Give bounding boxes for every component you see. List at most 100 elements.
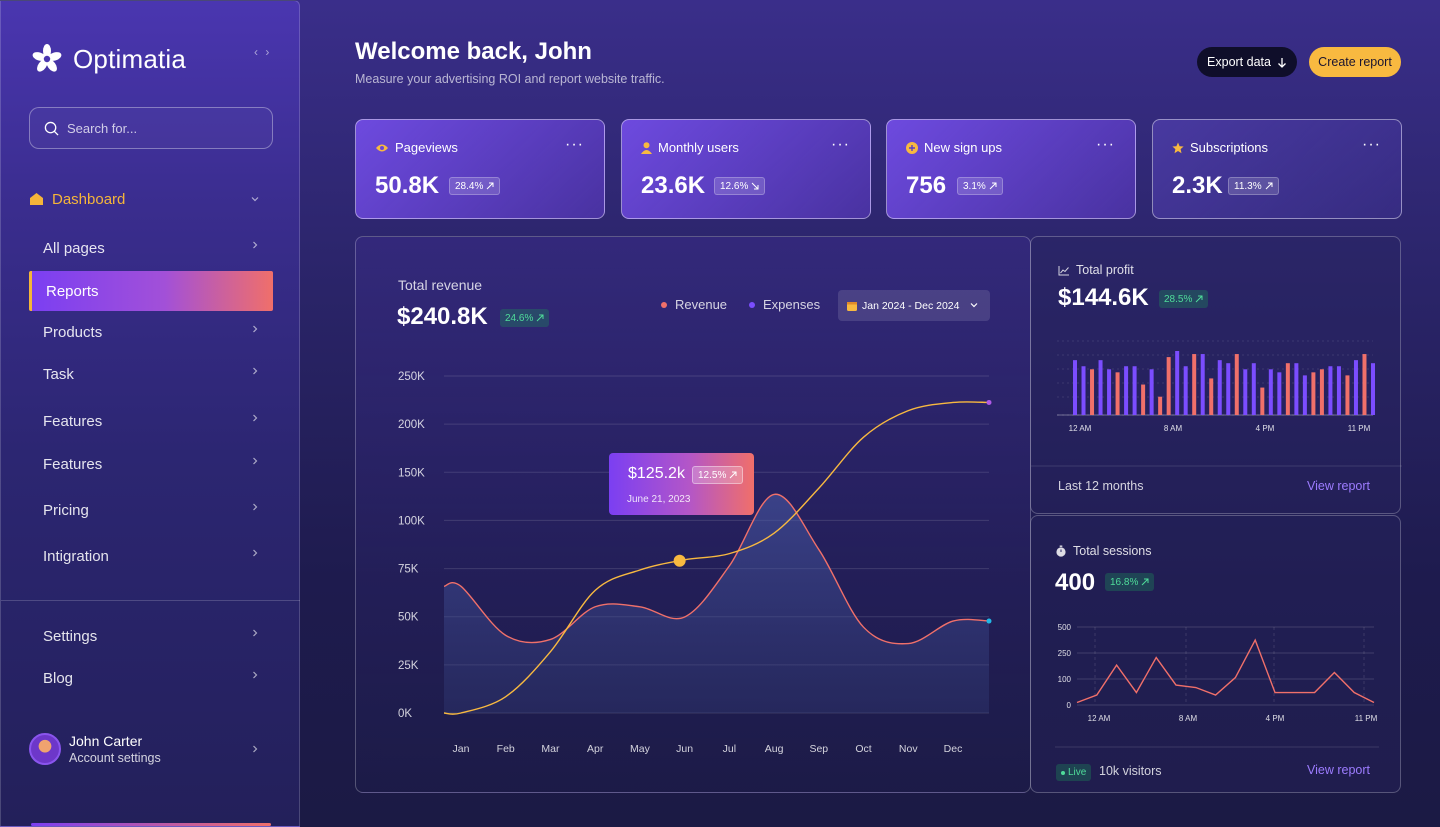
chevron-right-icon — [253, 549, 258, 557]
eye-icon — [376, 144, 388, 151]
profit-bar — [1277, 372, 1282, 415]
sidebar-item-label: Blog — [43, 669, 74, 687]
sidebar-item-dashboard[interactable]: Dashboard — [29, 179, 273, 219]
chevron-right-icon — [253, 457, 258, 465]
search-input[interactable] — [67, 120, 247, 136]
profit-bar — [1302, 375, 1307, 415]
sidebar-item-features[interactable]: Features — [29, 401, 273, 441]
account-settings-link[interactable]: Account settings — [69, 751, 161, 765]
sidebar-item-task[interactable]: Task — [29, 354, 273, 394]
sidebar-item-label: Task — [43, 365, 74, 383]
stat-card-monthly-users[interactable]: Monthly users ··· 23.6K 12.6% — [621, 119, 871, 219]
sidebar-item-label: Features — [43, 455, 103, 473]
x-tick-label: Mar — [541, 743, 560, 755]
stat-card-new-sign-ups[interactable]: New sign ups ··· 756 3.1% — [886, 119, 1136, 219]
y-tick-label: 500 — [1058, 623, 1072, 632]
revenue-change-badge: 24.6% — [500, 309, 550, 327]
arrow-up-right-icon — [537, 314, 544, 322]
export-data-button[interactable]: Export data — [1197, 47, 1297, 77]
profit-bar — [1073, 360, 1077, 415]
stat-label: Monthly users — [658, 140, 739, 155]
tooltip-value: $125.2k — [628, 465, 685, 482]
date-range-select[interactable]: Jan 2024 - Dec 2024 — [838, 290, 990, 321]
create-report-button[interactable]: Create report — [1309, 47, 1401, 77]
more-options-icon[interactable]: ··· — [1362, 136, 1381, 153]
profit-bar — [1141, 384, 1146, 415]
more-options-icon[interactable]: ··· — [1096, 136, 1115, 153]
profit-bar — [1098, 360, 1103, 415]
sidebar-item-all-pages[interactable]: All pages — [29, 228, 273, 268]
collapse-sidebar-icon[interactable]: ‹ › — [254, 45, 272, 59]
y-tick-label: 75K — [398, 564, 419, 576]
x-tick-label: Jul — [723, 743, 736, 755]
sessions-line-chart[interactable]: 0 100 250 500 12 AM 8 AM 4 PM 11 PM — [1031, 516, 1402, 756]
x-tick-label: 4 PM — [1266, 714, 1285, 723]
sidebar-item-products[interactable]: Products — [29, 312, 273, 352]
legend-label: Revenue — [675, 297, 728, 312]
profit-bar — [1200, 354, 1205, 415]
profit-bar — [1319, 369, 1324, 415]
sidebar-item-label: Pricing — [43, 501, 89, 519]
x-tick-label: Dec — [944, 743, 963, 755]
sidebar-item-label: All pages — [43, 239, 105, 257]
date-range-label: Jan 2024 - Dec 2024 — [862, 299, 960, 312]
logo[interactable]: Optimatia — [31, 43, 186, 75]
page-subtitle: Measure your advertising ROI and report … — [355, 72, 665, 86]
profit-bar-chart[interactable]: 12 AM 8 AM 4 PM 11 PM — [1031, 237, 1402, 467]
more-options-icon[interactable]: ··· — [565, 136, 584, 153]
legend-dot — [749, 301, 755, 308]
profit-bar — [1175, 351, 1180, 415]
sidebar-item-pricing[interactable]: Pricing — [29, 490, 273, 530]
page-title: Welcome back, John — [355, 38, 592, 65]
revenue-value: $240.8K — [397, 303, 488, 330]
highlight-point — [673, 554, 686, 567]
profit-bar — [1371, 363, 1375, 415]
chevron-right-icon — [253, 241, 258, 249]
y-tick-label: 100K — [398, 515, 425, 527]
live-label: Live — [1068, 767, 1087, 778]
stat-card-pageviews[interactable]: Pageviews ··· 50.8K 28.4% — [355, 119, 605, 219]
sessions-view-report-link[interactable]: View report — [1307, 763, 1370, 777]
profit-view-report-link[interactable]: View report — [1307, 479, 1370, 493]
legend-revenue[interactable]: Revenue — [661, 297, 727, 312]
x-tick-label: 12 AM — [1069, 424, 1092, 433]
profit-footer: Last 12 months — [1058, 479, 1144, 493]
more-options-icon[interactable]: ··· — [831, 136, 850, 153]
profit-bar — [1217, 360, 1222, 415]
stat-card-subscriptions[interactable]: Subscriptions ··· 2.3K 11.3% — [1152, 119, 1402, 219]
legend-label: Expenses — [763, 297, 821, 312]
chevron-right-icon — [253, 629, 258, 637]
legend-dot — [661, 301, 667, 308]
arrow-up-right-icon — [1265, 182, 1273, 190]
chevron-right-icon — [253, 503, 258, 511]
sessions-change: 16.8% — [1110, 576, 1139, 588]
sidebar-item-label: Features — [43, 412, 103, 430]
chevron-right-icon — [253, 414, 258, 422]
arrow-down-right-icon — [752, 182, 759, 190]
stat-value: 50.8K — [375, 172, 440, 199]
arrow-up-right-icon — [1142, 578, 1149, 586]
x-tick-label: Nov — [899, 743, 918, 755]
legend-expenses[interactable]: Expenses — [749, 297, 820, 312]
sidebar-item-settings[interactable]: Settings — [29, 616, 273, 656]
profit-bar — [1243, 369, 1248, 415]
user-account[interactable]: John Carter Account settings — [29, 729, 273, 769]
trend-chart-icon — [1058, 265, 1069, 275]
search-box[interactable] — [29, 107, 273, 149]
sidebar-item-blog[interactable]: Blog — [29, 658, 273, 698]
y-tick-label: 50K — [398, 612, 419, 624]
profit-bar — [1294, 363, 1299, 415]
y-tick-label: 200K — [398, 419, 425, 431]
sidebar-item-integration[interactable]: Intigration — [29, 536, 273, 576]
stat-change-badge: 12.6% — [714, 177, 766, 195]
chevron-down-icon — [970, 303, 978, 308]
home-icon — [30, 193, 43, 205]
chevron-down-icon — [251, 197, 259, 202]
stat-label: New sign ups — [924, 140, 1003, 155]
stopwatch-icon — [1056, 545, 1066, 557]
app-name: Optimatia — [73, 43, 187, 74]
sidebar-item-label: Dashboard — [52, 190, 126, 208]
profit-label: Total profit — [1076, 263, 1134, 277]
sidebar-item-features-2[interactable]: Features — [29, 444, 273, 484]
sidebar-item-reports[interactable]: Reports — [29, 271, 273, 311]
